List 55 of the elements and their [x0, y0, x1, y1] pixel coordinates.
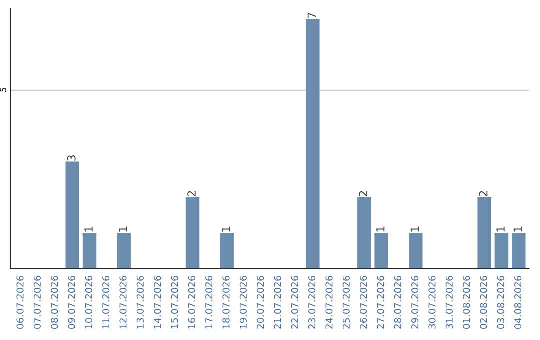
x-tick-label: 18.07.2026: [222, 276, 230, 329]
x-tick-label: 06.07.2026: [16, 276, 24, 329]
x-tick-label: 29.07.2026: [412, 276, 419, 329]
x-tick-label: 22.07.2026: [291, 276, 298, 329]
x-tick-label: 04.08.2026: [514, 276, 522, 329]
bar: [220, 232, 234, 269]
data-label: 2: [479, 191, 488, 197]
y-tick-label: 5: [0, 88, 6, 92]
x-tick-label: 12.07.2026: [120, 276, 127, 329]
x-tick-label: 21.07.2026: [274, 276, 282, 329]
x-tick-label: 27.07.2026: [377, 276, 384, 329]
x-tick-label: 02.08.2026: [480, 276, 488, 329]
bar: [409, 232, 423, 269]
x-tick-label: 23.07.2026: [308, 276, 316, 329]
x-tick-label: 20.07.2026: [257, 276, 264, 329]
x-tick-label: 01.08.2026: [463, 276, 470, 329]
x-tick-label: 10.07.2026: [85, 276, 92, 329]
x-tick-label: 19.07.2026: [240, 276, 247, 329]
x-tick-label: 14.07.2026: [154, 276, 162, 329]
x-tick-label: 09.07.2026: [68, 276, 76, 329]
x-tick-label: 24.07.2026: [326, 276, 333, 329]
data-label: 1: [496, 226, 505, 232]
bar: [374, 232, 388, 269]
bar: [358, 197, 372, 269]
x-tick-label: 15.07.2026: [171, 276, 178, 329]
x-tick-label: 31.07.2026: [446, 276, 453, 329]
x-tick-label: 03.08.2026: [497, 276, 504, 329]
x-tick-label: 26.07.2026: [360, 276, 368, 329]
x-tick-label: 16.07.2026: [188, 276, 196, 329]
bar: [306, 19, 320, 269]
data-label: 3: [67, 156, 76, 161]
x-tick-label: 13.07.2026: [136, 276, 144, 329]
x-tick-label: 30.07.2026: [428, 276, 436, 329]
data-label: 2: [359, 191, 368, 197]
data-label: 1: [514, 226, 522, 232]
bar: [66, 162, 80, 269]
bar: [117, 232, 131, 269]
data-label: 7: [308, 13, 316, 18]
x-tick-label: 28.07.2026: [394, 276, 402, 329]
x-tick-label: 08.07.2026: [51, 276, 58, 329]
x-tick-label: 07.07.2026: [34, 276, 42, 329]
x-tick-label: 25.07.2026: [342, 276, 350, 329]
data-label: 1: [222, 226, 230, 232]
bar: [478, 197, 492, 269]
bar: [494, 232, 509, 269]
data-label: 1: [84, 226, 93, 232]
x-tick-label: 17.07.2026: [206, 276, 213, 329]
bar: [82, 232, 97, 269]
bar: [512, 232, 526, 269]
data-label: 1: [119, 226, 128, 232]
bar: [186, 197, 200, 269]
data-label: 1: [410, 226, 419, 232]
data-label: 1: [376, 226, 385, 232]
x-tick-label: 11.07.2026: [102, 276, 110, 329]
data-label: 2: [188, 191, 196, 197]
